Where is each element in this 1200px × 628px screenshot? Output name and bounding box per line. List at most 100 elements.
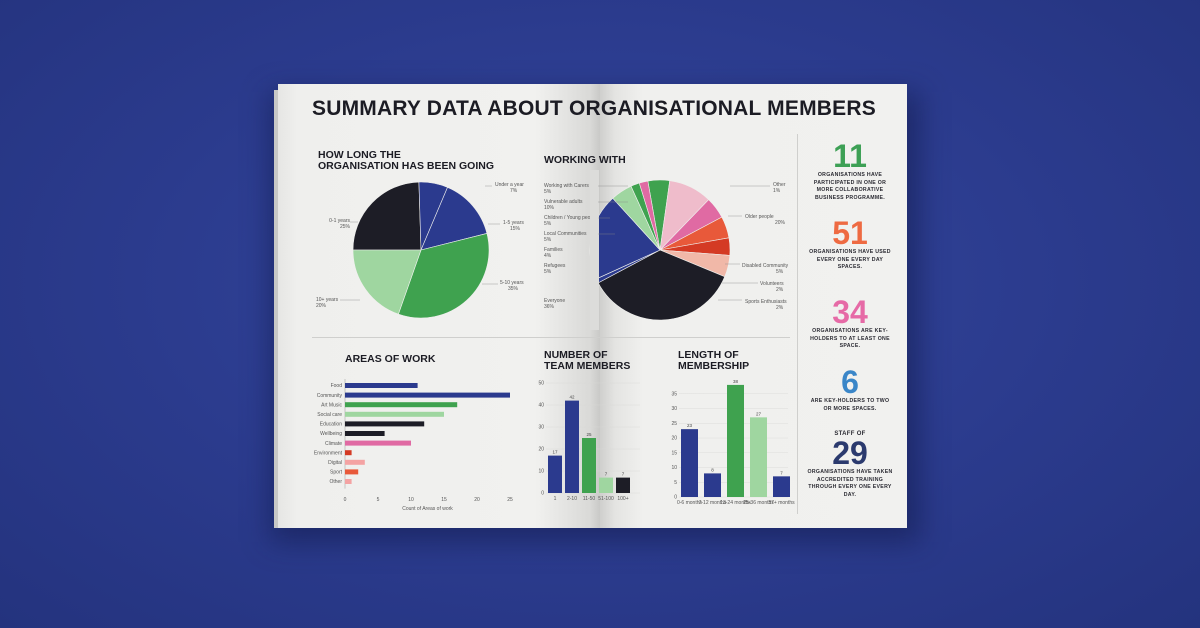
bar	[345, 450, 352, 456]
pie1-pct: 20%	[316, 303, 327, 309]
tick-label: 40	[538, 403, 544, 409]
pie-slice	[398, 233, 490, 319]
value-label: 8	[711, 467, 714, 472]
pie-slice	[352, 181, 422, 251]
stat-text: ORGANISATIONS HAVE PARTICIPATED IN ONE O…	[813, 172, 887, 201]
tick-label: 25	[507, 497, 513, 503]
bar	[681, 429, 698, 497]
value-label: 27	[756, 411, 762, 416]
value-label: 7	[622, 472, 625, 477]
category-label: Other	[329, 479, 342, 485]
pie2-pct: 2%	[776, 305, 784, 311]
tick-label: 20	[671, 436, 677, 442]
category-label: 100+	[617, 496, 628, 502]
stat-number: 6	[841, 364, 859, 400]
category-label: 0-6 months	[677, 500, 703, 506]
bar	[345, 469, 359, 475]
stat-block: 11 ORGANISATIONS HAVE PARTICIPATED IN ON…	[806, 140, 894, 202]
pie2-pct: 5%	[776, 269, 784, 275]
bar	[345, 479, 352, 484]
bar	[565, 400, 579, 493]
pie1-label: Under a year	[495, 182, 524, 188]
pie2-label: Working with Carers	[544, 183, 589, 189]
value-label: 23	[687, 423, 693, 428]
stat-text: ORGANISATIONS ARE KEY-HOLDERS TO AT LEAS…	[810, 328, 890, 349]
pie2-pct: 1%	[773, 188, 781, 194]
category-label: Art Music	[321, 402, 342, 408]
value-label: 17	[552, 450, 558, 455]
category-label: Climate	[325, 441, 342, 447]
tick-label: 25	[671, 421, 677, 427]
pie1-label: 10+ years	[316, 297, 339, 303]
pie1-title: HOW LONG THE ORGANISATION HAS BEEN GOING	[318, 149, 494, 172]
bar2-title: NUMBER OF TEAM MEMBERS	[544, 349, 631, 372]
pie-slice	[638, 180, 661, 251]
category-label: 25-36 months	[743, 500, 774, 506]
bar	[345, 421, 425, 427]
bar3-title: LENGTH OF MEMBERSHIP	[678, 349, 750, 372]
pie2-pct: 2%	[776, 287, 784, 293]
bar	[616, 477, 630, 493]
value-label: 7	[605, 472, 608, 477]
category-label: 11-50	[583, 496, 596, 502]
pie1-label: 1-5 years	[503, 220, 524, 226]
stat-text: ORGANISATIONS HAVE TAKEN ACCREDITED TRAI…	[807, 469, 893, 498]
stat-text: ARE KEY-HOLDERS TO TWO OR MORE SPACES.	[810, 398, 890, 412]
tick-label: 5	[674, 480, 677, 486]
pie2-label: Everyone	[544, 298, 566, 304]
bar	[704, 473, 721, 497]
pie2-label: Children / Young people	[544, 215, 598, 221]
pie1-pct: 7%	[510, 188, 518, 194]
category-label: 37+ months	[768, 500, 795, 506]
stat-number: 51	[832, 215, 868, 251]
bar	[582, 438, 596, 493]
category-label: 1	[554, 496, 557, 502]
value-label: 25	[586, 432, 592, 437]
gutter-shadow	[590, 170, 599, 330]
tick-label: 15	[671, 450, 677, 456]
bar	[548, 455, 562, 493]
pie2-label: Vulnerable adults	[544, 199, 583, 205]
tick-label: 50	[538, 381, 544, 387]
tick-label: 20	[474, 497, 480, 503]
divider	[312, 337, 790, 338]
value-label: 38	[733, 379, 739, 384]
stat-number: 11	[833, 138, 867, 174]
bar	[750, 417, 767, 497]
stat-number: 34	[832, 294, 868, 330]
page-title: SUMMARY DATA ABOUT ORGANISATIONAL MEMBER…	[312, 97, 876, 120]
pie2-pct: 10%	[544, 205, 555, 211]
pie1-pct: 15%	[510, 226, 521, 232]
bar	[773, 476, 790, 497]
category-label: 13-24 months	[720, 500, 751, 506]
bar	[345, 402, 458, 408]
pie2-label: Other	[773, 182, 786, 188]
pie2-label: Families	[544, 247, 563, 253]
pie2-pct: 5%	[544, 237, 552, 243]
stat-number: 29	[832, 435, 868, 471]
stat-block: 6 ARE KEY-HOLDERS TO TWO OR MORE SPACES.	[806, 366, 894, 413]
pie-slice	[420, 186, 488, 251]
category-label: 2-10	[567, 496, 577, 502]
pie2-pct: 4%	[544, 253, 552, 259]
bar	[345, 411, 444, 417]
category-label: Education	[320, 422, 342, 428]
pie2-pct: 36%	[544, 304, 555, 310]
pie2-pct: 5%	[544, 189, 552, 195]
pie1-label: 5-10 years	[500, 280, 524, 286]
bar	[345, 459, 365, 465]
pie2-pct: 5%	[544, 221, 552, 227]
pie2-label: Local Communities	[544, 231, 587, 237]
category-label: Environment	[314, 450, 343, 456]
category-label: Sport	[330, 470, 343, 476]
category-label: 51-100	[598, 496, 614, 502]
tick-label: 30	[538, 425, 544, 431]
pie1-label: 0-1 years	[329, 218, 350, 224]
tick-label: 0	[541, 491, 544, 497]
value-label: 7	[780, 470, 783, 475]
pie2-title: WORKING WITH	[544, 154, 626, 166]
divider-vertical	[797, 134, 798, 514]
bar	[599, 477, 613, 493]
bar1-title: AREAS OF WORK	[345, 353, 436, 365]
